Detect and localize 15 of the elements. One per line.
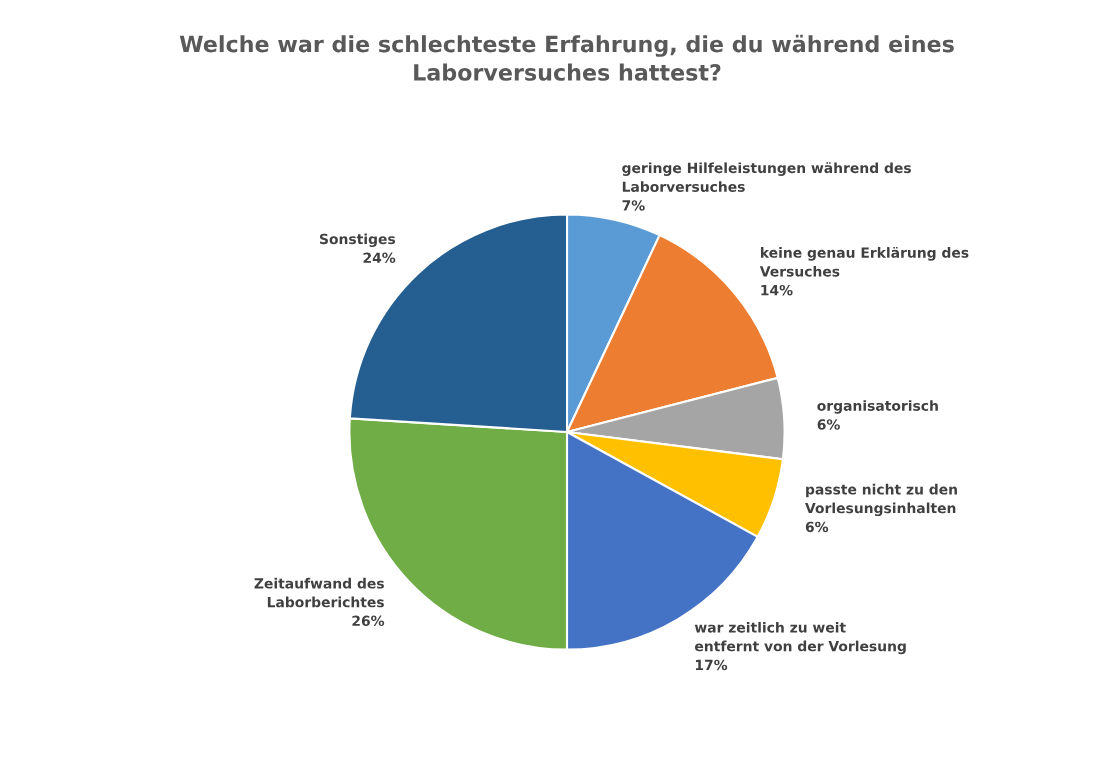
slice-label: passte nicht zu den Vorlesungsinhalten bbox=[805, 483, 957, 517]
slice-label: war zeitlich zu weit entfernt von der Vorlesung bbox=[694, 621, 906, 655]
data-label: 6% bbox=[805, 521, 829, 533]
slice-label: geringe Hilfeleistungen während des Laborversuches bbox=[622, 162, 911, 192]
data-label: 24% bbox=[363, 252, 396, 264]
data-label: 7% bbox=[622, 200, 645, 211]
data-label: 14% bbox=[761, 284, 793, 296]
chart-title: Welche war die schlechteste Erfahrung, die du während eines Laborversuches hattest? bbox=[179, 34, 954, 81]
data-label: 26% bbox=[352, 615, 385, 627]
data-label: 17% bbox=[695, 659, 728, 671]
slice-label: organisatorisch bbox=[817, 400, 938, 414]
slice-label: Sonstiges bbox=[319, 233, 396, 247]
slice-label: keine genau Erklärung des Versuches bbox=[759, 246, 969, 277]
data-label: 6% bbox=[817, 419, 840, 430]
slice-label: Zeitaufwand des Laborberichtes bbox=[254, 577, 384, 608]
